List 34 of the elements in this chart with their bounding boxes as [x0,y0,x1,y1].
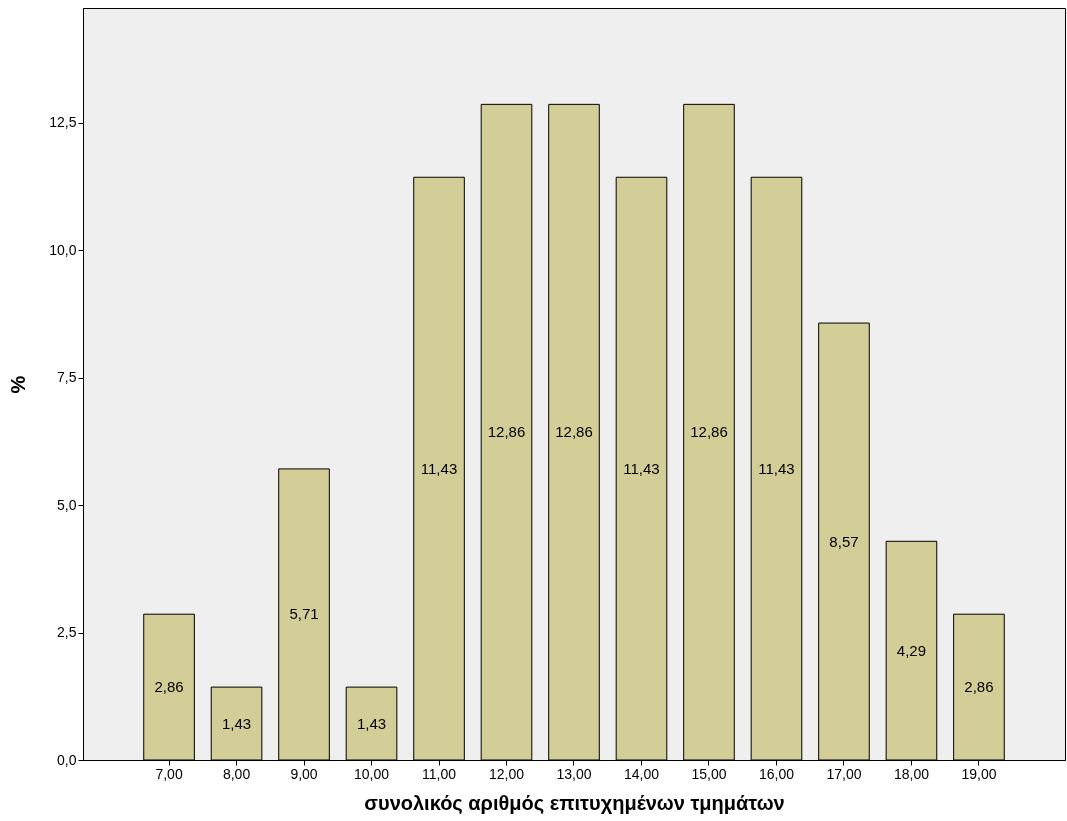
x-tick-label: 11,00 [422,765,457,782]
x-tick-label: 12,00 [488,765,525,782]
y-tick-label: 10,0 [49,241,77,258]
y-tick-label: 7,5 [57,369,77,386]
data-label: 12,86 [555,423,593,441]
data-label: 12,86 [487,423,526,441]
y-tick-label: 5,0 [57,496,77,513]
data-label: 2,86 [964,678,994,696]
x-tick-label: 17,00 [826,765,862,782]
x-tick-label: 15,00 [691,765,727,782]
y-axis-title: % [7,375,30,394]
y-tick-label: 2,5 [57,624,77,641]
y-tick-label: 12,5 [49,114,77,131]
data-label: 5,71 [289,605,319,623]
x-tick-label: 7,00 [155,765,183,782]
data-label: 8,57 [829,532,859,550]
y-tick-label: 0,0 [57,751,77,768]
x-tick-label: 16,00 [758,765,795,782]
data-label: 11,43 [420,459,458,477]
x-axis-title: συνολικός αριθμός επιτυχημένων τμημάτων [364,791,785,814]
data-label: 12,86 [690,423,728,441]
x-tick-label: 9,00 [290,765,318,782]
x-tick-label: 14,00 [623,765,660,782]
x-tick-label: 13,00 [556,765,592,782]
data-label: 4,29 [896,641,927,659]
x-tick-label: 18,00 [893,765,930,782]
data-label: 11,43 [758,459,795,477]
data-label: 11,43 [623,459,660,477]
x-tick-label: 10,00 [354,765,390,782]
data-label: 1,43 [356,714,387,732]
data-label: 2,86 [154,678,184,696]
data-label: 1,43 [221,714,252,732]
x-tick-label: 19,00 [961,765,997,782]
x-tick-label: 8,00 [222,765,251,782]
